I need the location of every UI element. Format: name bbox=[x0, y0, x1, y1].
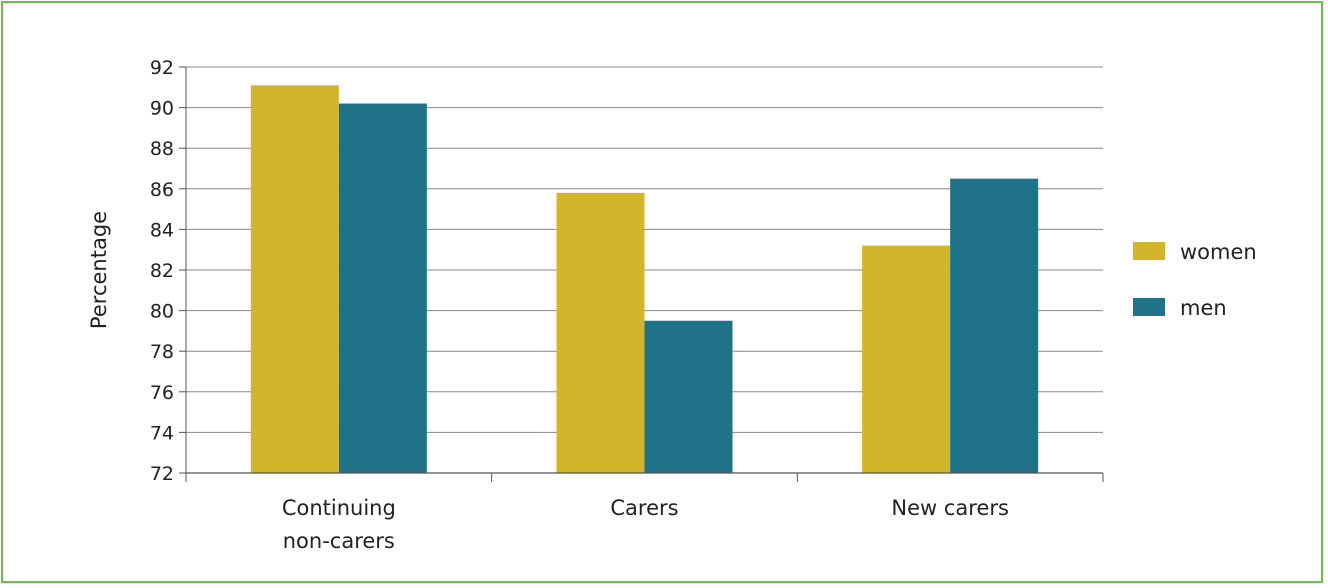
y-tick-label: 74 bbox=[150, 422, 174, 444]
bar-men bbox=[950, 178, 1039, 473]
y-tick-label: 86 bbox=[150, 179, 174, 201]
axes bbox=[185, 67, 1104, 482]
bar-men bbox=[644, 320, 733, 473]
legend: women men bbox=[1133, 240, 1257, 320]
category-label: non-carers bbox=[283, 529, 395, 553]
legend-label-men: men bbox=[1180, 296, 1227, 320]
bars bbox=[250, 85, 1039, 474]
y-tick-label: 84 bbox=[150, 219, 174, 241]
y-tick-label: 72 bbox=[150, 463, 174, 485]
category-label: Carers bbox=[610, 496, 678, 520]
y-tick-label: 92 bbox=[150, 57, 174, 79]
bar-women bbox=[250, 85, 339, 474]
y-tick-label: 76 bbox=[150, 382, 174, 404]
legend-label-women: women bbox=[1180, 240, 1257, 264]
legend-swatch-women bbox=[1133, 242, 1165, 260]
y-tick-label: 88 bbox=[150, 138, 174, 160]
y-tick-labels: 72 74 76 78 80 82 84 86 88 90 92 bbox=[150, 57, 174, 485]
bar-women bbox=[556, 192, 645, 474]
category-labels: Continuing non-carers Carers New carers bbox=[282, 496, 1009, 553]
y-tick-label: 80 bbox=[150, 301, 174, 323]
category-label: Continuing bbox=[282, 496, 396, 520]
y-axis-label: Percentage bbox=[87, 211, 111, 329]
bar-men bbox=[338, 103, 427, 473]
y-tick-label: 90 bbox=[150, 98, 174, 120]
y-tick-label: 82 bbox=[150, 260, 174, 282]
legend-swatch-men bbox=[1133, 298, 1165, 316]
category-label: New carers bbox=[891, 496, 1009, 520]
bar-women bbox=[862, 245, 951, 473]
y-tick-label: 78 bbox=[150, 341, 174, 363]
